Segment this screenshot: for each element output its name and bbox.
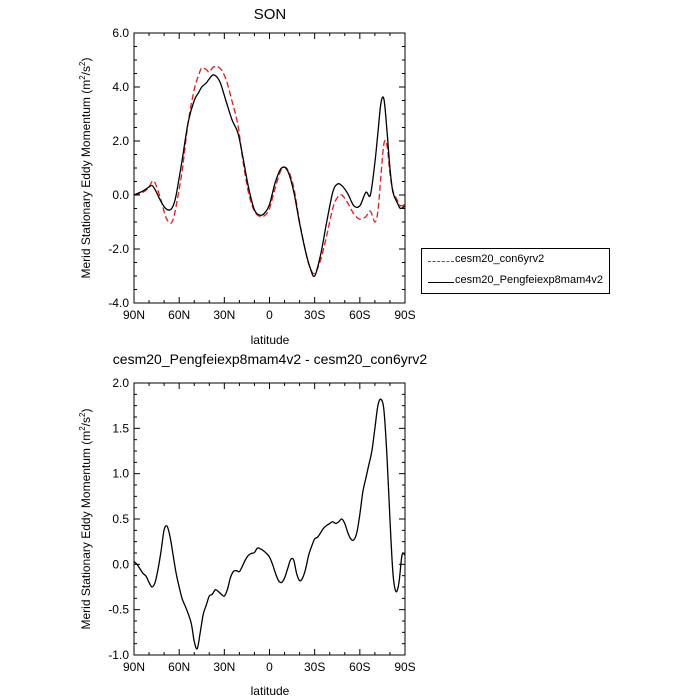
- chart-bottom-ytick-label: 1.0: [112, 467, 129, 481]
- chart-bottom-xlabel: latitude: [251, 684, 290, 698]
- chart-bottom-ytick-label: 1.5: [112, 421, 129, 435]
- legend-entry: cesm20_Pengfeiexp8mam4v2: [422, 273, 609, 293]
- chart-top-series-line-1: [133, 74, 406, 278]
- legend-label: cesm20_Pengfeiexp8mam4v2: [455, 274, 603, 286]
- chart-bottom-series-group: [133, 398, 406, 650]
- legend-swatch-solid-black: [428, 282, 454, 283]
- chart-top-ytick-label: -4.0: [108, 296, 129, 310]
- chart-bottom-xtick-label: 60N: [168, 660, 190, 674]
- chart-bottom: cesm20_Pengfeiexp8mam4v2 - cesm20_con6yr…: [78, 351, 427, 698]
- chart-bottom-ytick-label: 0.0: [112, 557, 129, 571]
- chart-top-ytick-label: 4.0: [112, 80, 129, 94]
- legend-entry: cesm20_con6yrv2: [422, 252, 609, 272]
- chart-top-ytick-label: 2.0: [112, 134, 129, 148]
- chart-bottom-xtick-label: 30S: [304, 660, 325, 674]
- chart-top-axes: 90N 60N 30N 0 30S 60S 90S -4.0 -2.0 0.0 2.0 4.0 6.0: [108, 26, 415, 322]
- chart-top: SON 90N 60N 30N 0 30S 60S 90S -4.0 -2.0 0.0 2.0 4.0…: [78, 6, 416, 347]
- chart-top-xtick-label: 30S: [304, 308, 325, 322]
- chart-top-xtick-label: 30N: [213, 308, 235, 322]
- chart-top-xtick-label: 60S: [349, 308, 370, 322]
- chart-top-series-line-0: [133, 65, 406, 275]
- chart-top-series-group: [133, 65, 406, 278]
- chart-top-ylabel: Merid Stationary Eddy Momentum (m2/s2): [78, 58, 93, 279]
- chart-bottom-ylabel: Merid Stationary Eddy Momentum (m2/s2): [78, 409, 93, 630]
- chart-top-frame: [133, 32, 406, 304]
- chart-bottom-xtick-label: 90S: [394, 660, 415, 674]
- chart-bottom-xtick-label: 90N: [123, 660, 145, 674]
- chart-bottom-xtick-label: 0: [266, 660, 273, 674]
- chart-bottom-frame: [133, 382, 406, 656]
- chart-bottom-ytick-label: 2.0: [112, 376, 129, 390]
- chart-top-legend: cesm20_con6yrv2 cesm20_Pengfeiexp8mam4v2: [421, 248, 610, 294]
- chart-bottom-series-line-0: [133, 398, 406, 650]
- chart-top-xtick-label: 60N: [168, 308, 190, 322]
- chart-top-ytick-label: 6.0: [112, 26, 129, 40]
- chart-top-ytick-label: 0.0: [112, 188, 129, 202]
- chart-top-xtick-label: 90N: [123, 308, 145, 322]
- chart-bottom-ytick-label: -0.5: [108, 603, 129, 617]
- chart-top-ytick-label: -2.0: [108, 242, 129, 256]
- chart-top-title: SON: [254, 6, 287, 23]
- chart-top-xtick-label: 90S: [394, 308, 415, 322]
- chart-top-xtick-label: 0: [266, 308, 273, 322]
- chart-bottom-ytick-label: -1.0: [108, 648, 129, 662]
- legend-label: cesm20_con6yrv2: [455, 253, 545, 265]
- chart-bottom-ytick-label: 0.5: [112, 512, 129, 526]
- chart-top-xlabel: latitude: [251, 333, 290, 347]
- chart-bottom-title: cesm20_Pengfeiexp8mam4v2 - cesm20_con6yr…: [113, 351, 428, 367]
- chart-bottom-xtick-label: 30N: [213, 660, 235, 674]
- chart-bottom-xtick-label: 60S: [349, 660, 370, 674]
- legend-swatch-dashed-red: [428, 261, 454, 262]
- chart-bottom-axes: 90N 60N 30N 0 30S 60S 90S -1.0 -0.5 0.0 0.5 1.0 1.5 2…: [108, 376, 415, 674]
